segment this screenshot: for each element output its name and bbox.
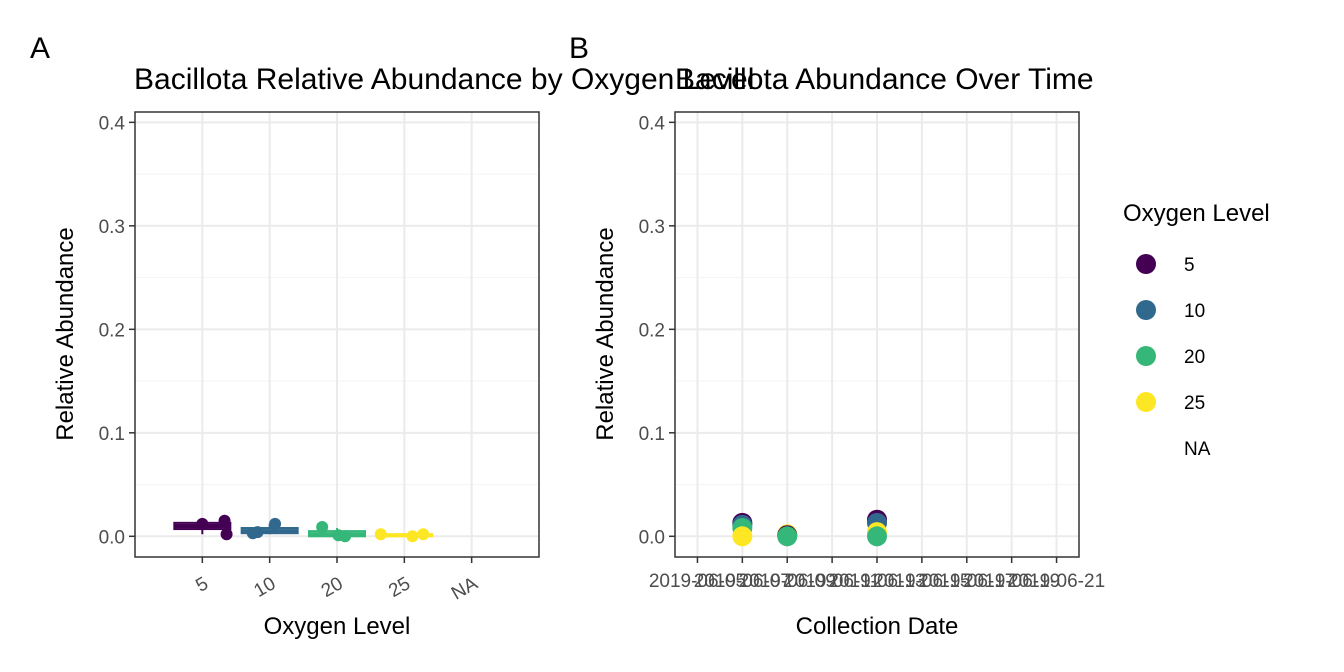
legend-swatch-25 [1136, 392, 1156, 412]
legend-label-na: NA [1184, 439, 1211, 460]
y-tick-label: 0.0 [99, 527, 125, 548]
data-point [777, 526, 798, 547]
legend: Oxygen Level 5 10 20 25 NA [1123, 200, 1270, 460]
x-tick-label: 2019-06-19 [963, 571, 1060, 592]
x-tick-label: 2019-06-09 [739, 571, 836, 592]
x-tick-label: 2019-06-17 [918, 571, 1015, 592]
panel-a-tag: A [30, 32, 50, 65]
y-tick-label: 0.2 [639, 320, 665, 341]
legend-items: 5 10 20 25 NA [1136, 254, 1211, 460]
x-tick-label: 20 [318, 573, 347, 602]
x-tick-label: 2019-06-13 [828, 571, 925, 592]
panel-a-x-axis-title: Oxygen Level [264, 613, 411, 640]
data-point [218, 514, 231, 527]
legend-label-25: 25 [1184, 393, 1205, 414]
x-tick-label: 2019-06-11 [784, 571, 880, 592]
data-point [374, 528, 387, 541]
data-point [220, 528, 233, 541]
data-point [406, 530, 419, 543]
x-tick-label: 2019-06-21 [1008, 571, 1105, 592]
panel-a-y-axis-title: Relative Abundance [52, 227, 79, 441]
x-tick-label: NA [448, 573, 482, 605]
panel-b-x-axis: 2019-06-052019-06-072019-06-092019-06-11… [649, 557, 1105, 592]
legend-label-5: 5 [1184, 255, 1195, 276]
panel-b-title: Bacillota Abundance Over Time [675, 63, 1094, 96]
panel-a-y-axis: 0.0 0.1 0.2 0.3 0.4 [99, 113, 135, 548]
x-tick-label: 2019-06-05 [649, 571, 746, 592]
legend-title: Oxygen Level [1123, 200, 1270, 227]
legend-swatch-5 [1136, 254, 1156, 274]
panel-b-grid [675, 112, 1079, 557]
x-tick-label: 2019-06-15 [873, 571, 970, 592]
data-point [269, 517, 282, 530]
panel-a: A Bacillota Relative Abundance by Oxygen… [30, 32, 754, 640]
legend-swatch-10 [1136, 300, 1156, 320]
panel-a-marks [173, 514, 434, 543]
x-tick-label: 5 [192, 573, 212, 596]
data-point [196, 517, 209, 530]
panel-a-x-axis: 5 10 20 25 NA [192, 557, 482, 605]
x-tick-label: 2019-06-07 [694, 571, 791, 592]
y-tick-label: 0.3 [99, 217, 125, 238]
y-tick-label: 0.4 [99, 113, 126, 134]
panel-a-grid [135, 112, 539, 557]
data-point [732, 526, 753, 547]
x-tick-label: 10 [251, 573, 280, 602]
panel-a-title: Bacillota Relative Abundance by Oxygen L… [134, 63, 754, 96]
y-tick-label: 0.1 [99, 424, 125, 445]
legend-label-10: 10 [1184, 301, 1205, 322]
panel-b-tag: B [569, 32, 589, 65]
data-point [251, 526, 264, 539]
data-point [417, 528, 430, 541]
y-tick-label: 0.2 [99, 320, 125, 341]
legend-label-20: 20 [1184, 347, 1205, 368]
data-point [339, 530, 352, 543]
panel-b: B Bacillota Abundance Over Time 0.00.10.… [569, 32, 1105, 640]
y-tick-label: 0.3 [639, 217, 665, 238]
panel-b-marks [732, 509, 887, 547]
panel-b-y-axis-title: Relative Abundance [592, 227, 619, 441]
data-point [867, 526, 887, 547]
legend-swatch-20 [1136, 346, 1156, 366]
data-point [316, 520, 329, 533]
panel-b-y-axis: 0.0 0.1 0.2 0.3 0.4 [639, 113, 675, 548]
y-tick-label: 0.4 [639, 113, 666, 134]
x-tick-label: 25 [385, 573, 414, 602]
panel-b-x-axis-title: Collection Date [796, 613, 959, 640]
y-tick-label: 0.1 [639, 424, 665, 445]
y-tick-label: 0.0 [639, 527, 665, 548]
